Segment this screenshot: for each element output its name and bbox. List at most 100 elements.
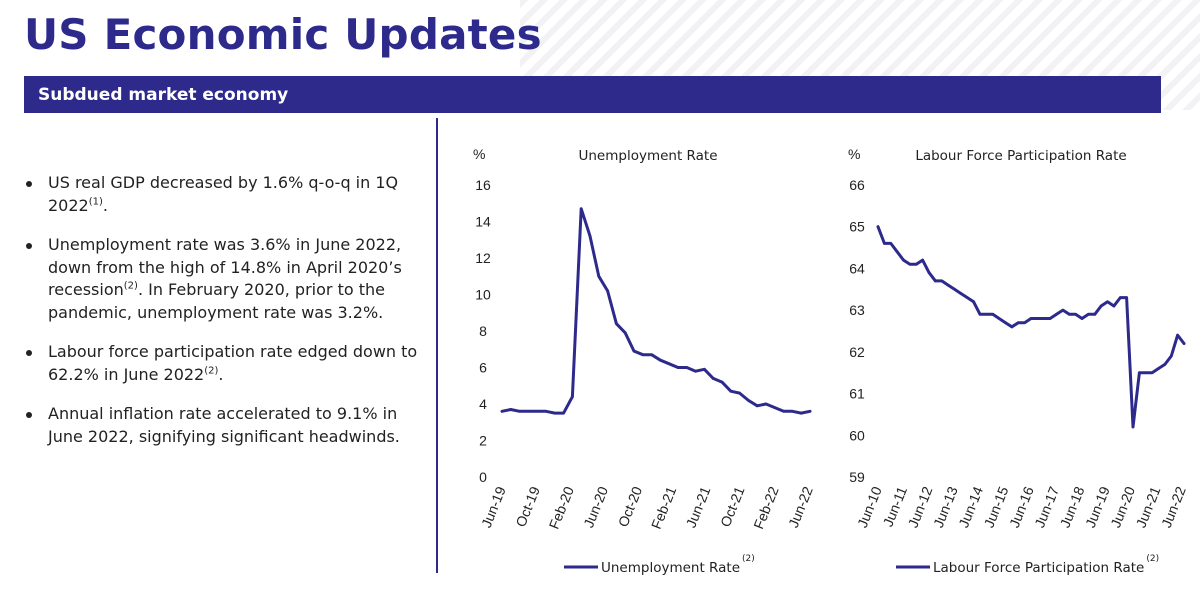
data-point	[934, 279, 937, 283]
unemployment-chart: % Unemployment Rate 0 2 4 6 8 10 12 14 16 Jun-19 Oct…	[446, 140, 836, 585]
bullet-dot-icon	[26, 243, 32, 249]
data-point	[1004, 321, 1007, 324]
data-point	[1061, 308, 1065, 312]
y-axis-unit-label: %	[848, 146, 860, 162]
data-point	[908, 262, 912, 266]
data-point	[747, 399, 750, 402]
data-point	[1074, 313, 1077, 316]
x-tick-label: Jun-19	[478, 484, 509, 530]
participation-chart-svg: % Labour Force Participation Rate 59 60 61 62…	[848, 146, 1189, 576]
data-point	[711, 377, 715, 380]
data-point	[927, 271, 931, 274]
data-point	[597, 274, 601, 278]
x-tick-label: Jun-21	[683, 484, 714, 530]
x-tick-label: Oct-21	[717, 484, 748, 529]
data-point	[544, 410, 548, 413]
y-tick-label: 0	[479, 469, 487, 485]
data-point	[940, 279, 944, 283]
data-point	[1176, 333, 1179, 337]
data-point	[579, 207, 583, 211]
data-point	[782, 410, 785, 413]
data-point	[1023, 321, 1026, 324]
data-point	[791, 410, 794, 413]
column-divider	[436, 118, 438, 573]
data-point	[615, 322, 618, 325]
data-point	[623, 331, 627, 335]
data-point	[1080, 317, 1084, 320]
data-point	[978, 313, 982, 316]
y-tick-label: 61	[849, 386, 865, 402]
x-tick-label: Feb-20	[546, 484, 578, 531]
data-point	[1157, 367, 1160, 370]
footnote-ref: (1)	[88, 196, 103, 208]
y-tick-label: 12	[475, 250, 491, 266]
data-point	[972, 300, 975, 304]
data-point	[518, 410, 521, 413]
y-tick-label: 16	[475, 177, 491, 193]
data-point	[1048, 317, 1052, 320]
data-point	[1144, 371, 1148, 375]
participation-chart: % Labour Force Participation Rate 59 60 61 62…	[830, 140, 1200, 585]
data-point	[773, 406, 777, 409]
data-point	[527, 410, 530, 413]
data-point	[997, 317, 1001, 320]
x-tick-label: Jun-20	[580, 484, 611, 530]
data-point	[500, 410, 504, 413]
data-point	[914, 262, 918, 266]
bullet-unemployment: Unemployment rate was 3.6% in June 2022,…	[24, 234, 424, 324]
y-tick-label: 4	[479, 396, 487, 412]
data-point	[1163, 363, 1167, 366]
data-point	[889, 242, 893, 245]
data-point	[535, 410, 539, 413]
data-point	[959, 292, 963, 295]
x-tick-label: Feb-21	[648, 484, 680, 531]
data-point	[571, 395, 574, 398]
data-point	[1118, 296, 1122, 299]
data-point	[659, 358, 662, 362]
x-tick-label: Oct-19	[512, 484, 543, 529]
data-point	[1036, 317, 1039, 320]
bullet-participation: Labour force participation rate edged do…	[24, 341, 424, 386]
data-point	[729, 389, 733, 393]
data-point	[1010, 325, 1014, 329]
data-point	[1169, 354, 1173, 358]
data-point	[562, 411, 565, 415]
legend-label: Labour Force Participation Rate	[933, 560, 1144, 576]
series-line	[500, 207, 812, 415]
data-point	[764, 402, 768, 406]
y-tick-label: 65	[849, 219, 865, 235]
data-point	[902, 258, 905, 262]
data-point	[921, 258, 924, 262]
x-tick-label: Oct-20	[615, 484, 646, 529]
data-point	[1106, 300, 1109, 304]
x-tick-label: Jun-22	[785, 484, 816, 530]
section-banner: Subdued market economy	[24, 76, 1161, 113]
data-point	[895, 250, 899, 254]
y-tick-label: 59	[849, 469, 865, 485]
y-tick-label: 14	[475, 214, 491, 230]
chart-title: Unemployment Rate	[578, 148, 717, 164]
data-point	[650, 353, 653, 357]
data-point	[738, 391, 741, 395]
data-point	[1087, 313, 1090, 316]
y-tick-label: 60	[849, 427, 865, 443]
y-axis-unit-label: %	[473, 146, 485, 162]
y-tick-label: 64	[849, 260, 865, 276]
legend-label: Unemployment Rate	[601, 560, 740, 576]
x-tick-label: Feb-22	[750, 484, 782, 531]
bullet-dot-icon	[26, 412, 32, 418]
data-point	[676, 366, 680, 369]
y-tick-label: 2	[479, 433, 487, 449]
page-title: US Economic Updates	[24, 10, 542, 59]
bullet-inflation: Annual inflation rate accelerated to 9.1…	[24, 403, 424, 448]
data-point	[606, 289, 609, 293]
data-point	[1125, 296, 1128, 299]
legend-footnote: (2)	[742, 554, 755, 564]
y-tick-label: 66	[849, 177, 865, 193]
data-point	[1055, 313, 1058, 316]
bullet-gdp: US real GDP decreased by 1.6% q-o-q in 1…	[24, 172, 424, 217]
y-tick-label: 62	[849, 344, 865, 360]
y-tick-label: 8	[479, 323, 487, 339]
data-point	[1029, 317, 1033, 320]
